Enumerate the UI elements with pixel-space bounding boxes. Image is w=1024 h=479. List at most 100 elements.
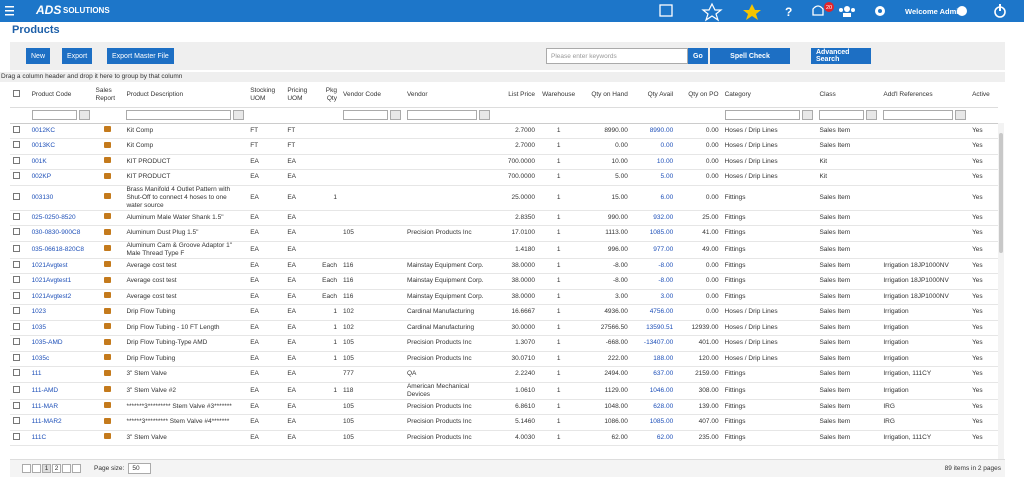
column-header[interactable]: Product Code [28, 83, 93, 108]
filter-input[interactable] [31, 110, 90, 120]
product-code-link[interactable]: 001K [28, 154, 93, 170]
checkbox[interactable] [13, 385, 20, 393]
column-header[interactable]: Qty on PO [676, 83, 722, 108]
search-input[interactable]: Please enter keywords [546, 48, 688, 64]
go-button[interactable]: Go [688, 48, 708, 64]
checkbox[interactable] [13, 260, 20, 268]
column-header[interactable]: List Price [492, 83, 538, 108]
report-icon[interactable] [104, 402, 112, 409]
help-icon[interactable]: ? [785, 5, 792, 19]
filter-button[interactable] [478, 110, 490, 120]
filter-button[interactable] [802, 110, 814, 120]
checkbox[interactable] [13, 432, 20, 440]
filter-input[interactable] [406, 110, 490, 120]
report-icon[interactable] [104, 141, 112, 148]
checkbox[interactable] [13, 338, 20, 346]
checkbox[interactable] [13, 141, 20, 149]
column-header[interactable]: Add'l References [880, 83, 970, 108]
column-header[interactable]: Warehouse [538, 83, 580, 108]
column-header[interactable]: Stocking UOM [247, 83, 285, 108]
filter-box[interactable] [819, 110, 865, 120]
filter-box[interactable] [343, 110, 388, 120]
product-code-link[interactable]: 003130 [28, 185, 93, 211]
report-icon[interactable] [104, 292, 112, 299]
checkbox[interactable] [13, 276, 20, 284]
product-code-link[interactable]: 111C [28, 430, 93, 446]
filter-input[interactable] [724, 110, 814, 120]
prev-page[interactable] [32, 464, 41, 473]
checkbox[interactable] [13, 401, 20, 409]
checkbox[interactable] [13, 156, 20, 164]
report-icon[interactable] [104, 369, 112, 376]
product-code-link[interactable]: 025-0250-8520 [28, 210, 93, 226]
filter-button[interactable] [78, 110, 90, 120]
spell-check-button[interactable]: Spell Check [710, 48, 790, 64]
report-icon[interactable] [104, 193, 112, 199]
checkbox[interactable] [13, 307, 20, 315]
product-code-link[interactable]: 1035-AMD [28, 335, 93, 352]
checkbox[interactable] [13, 291, 20, 299]
filter-input[interactable] [343, 110, 401, 120]
report-icon[interactable] [104, 433, 112, 440]
product-code-link[interactable]: 1021Avgtest2 [28, 289, 93, 305]
report-icon[interactable] [104, 126, 112, 133]
report-icon[interactable] [104, 157, 112, 164]
checkbox[interactable] [13, 172, 20, 180]
checkbox[interactable] [13, 353, 20, 361]
new-button[interactable]: New [26, 48, 51, 64]
filter-input[interactable] [126, 110, 245, 120]
product-code-link[interactable]: 1035 [28, 320, 93, 336]
product-code-link[interactable]: 111-AMD [28, 382, 93, 400]
product-code-link[interactable]: 002KP [28, 169, 93, 186]
checkbox[interactable] [13, 228, 20, 236]
report-icon[interactable] [104, 338, 112, 345]
next-page[interactable] [62, 464, 71, 473]
filter-button[interactable] [955, 110, 967, 120]
checkbox[interactable] [13, 417, 20, 425]
product-code-link[interactable]: 1023 [28, 304, 93, 321]
product-code-link[interactable]: 111 [28, 366, 93, 383]
filter-button[interactable] [866, 110, 878, 120]
last-page[interactable] [72, 464, 81, 473]
report-icon[interactable] [104, 172, 112, 179]
product-code-link[interactable]: 0013KC [28, 138, 93, 155]
advanced-search-button[interactable]: Advanced Search [811, 48, 871, 64]
filter-button[interactable] [389, 110, 401, 120]
column-header[interactable]: Vendor Code [340, 83, 404, 108]
product-code-link[interactable]: 1021Avgtest1 [28, 273, 93, 290]
product-code-link[interactable]: 030-0830-900C8 [28, 225, 93, 242]
first-page[interactable] [22, 464, 31, 473]
report-icon[interactable] [104, 213, 112, 220]
product-code-link[interactable]: 1035c [28, 351, 93, 367]
report-icon[interactable] [104, 245, 112, 251]
scrollbar[interactable] [998, 123, 1004, 459]
column-header[interactable]: Pkg Qty [317, 83, 340, 108]
column-header[interactable]: Qty on Hand [579, 83, 631, 108]
column-header[interactable]: Sales Report [92, 83, 124, 108]
filter-input[interactable] [883, 110, 967, 120]
checkbox[interactable] [13, 369, 20, 377]
filter-box[interactable] [406, 110, 477, 120]
checkbox[interactable] [13, 244, 20, 252]
filter-box[interactable] [31, 110, 77, 120]
filter-input[interactable] [819, 110, 878, 120]
report-icon[interactable] [104, 228, 112, 235]
column-header[interactable]: Active [969, 83, 998, 108]
checkbox[interactable] [13, 125, 20, 133]
page-size-select[interactable]: 50 [128, 463, 151, 474]
report-icon[interactable] [104, 276, 112, 283]
report-icon[interactable] [104, 261, 112, 268]
filter-button[interactable] [233, 110, 245, 120]
filter-box[interactable] [883, 110, 954, 120]
checkbox[interactable] [13, 89, 20, 97]
column-header[interactable]: Vendor [403, 83, 493, 108]
export-master-button[interactable]: Export Master File [107, 48, 174, 64]
filter-box[interactable] [126, 110, 232, 120]
column-header[interactable]: Product Description [123, 83, 248, 108]
checkbox[interactable] [13, 322, 20, 330]
column-header[interactable]: Pricing UOM [284, 83, 318, 108]
filter-box[interactable] [724, 110, 801, 120]
report-icon[interactable] [104, 386, 112, 392]
page-number[interactable]: 1 [42, 464, 51, 473]
product-code-link[interactable]: 0012KC [28, 123, 93, 139]
